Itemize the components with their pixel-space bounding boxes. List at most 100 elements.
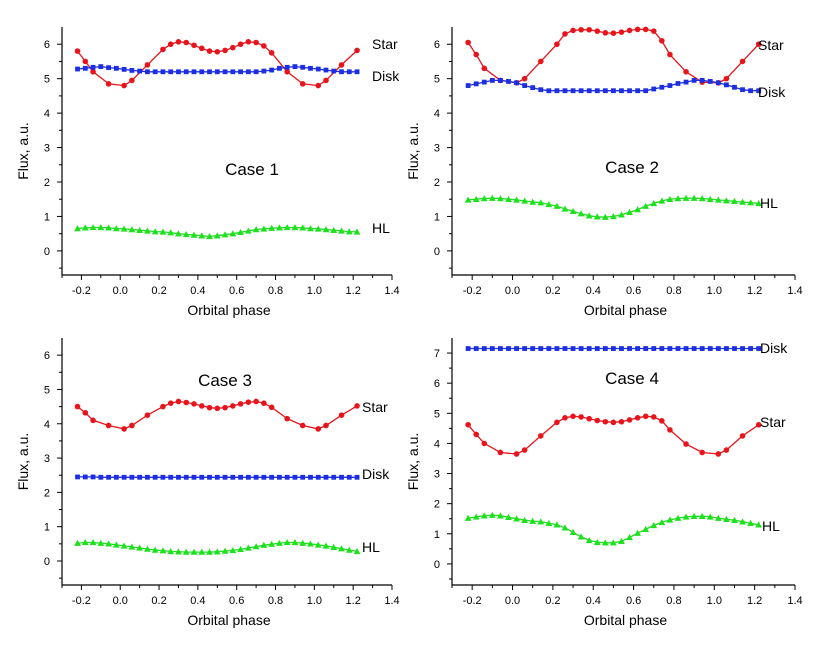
data-point [207, 69, 212, 75]
data-point [546, 88, 552, 94]
data-point [561, 205, 569, 212]
data-point [237, 228, 244, 236]
data-point [159, 228, 167, 235]
y-tick-label: 0 [434, 246, 440, 258]
data-point [521, 516, 529, 523]
data-point [626, 417, 633, 423]
data-point [691, 77, 697, 83]
data-point [585, 212, 593, 219]
data-point [268, 404, 275, 411]
data-point [619, 88, 624, 94]
data-point [488, 511, 496, 518]
data-point [151, 546, 159, 553]
data-point [338, 412, 345, 418]
data-point [299, 539, 307, 546]
data-point [659, 37, 665, 44]
data-point [683, 441, 689, 447]
data-point [167, 400, 174, 406]
data-point [121, 426, 127, 432]
data-point [473, 51, 480, 58]
data-point [222, 404, 228, 411]
data-point [593, 213, 601, 220]
data-point [261, 400, 267, 406]
data-point [74, 403, 81, 410]
data-point [488, 194, 496, 201]
data-point [465, 346, 471, 351]
data-point [198, 403, 205, 409]
x-axis-label: Orbital phase [187, 302, 270, 318]
data-point [176, 69, 181, 75]
data-point [175, 230, 182, 237]
data-point [167, 547, 175, 555]
data-point [650, 199, 658, 207]
data-point [610, 213, 617, 220]
data-point [291, 539, 299, 546]
data-point [755, 521, 763, 528]
data-point [537, 433, 544, 439]
data-point [611, 346, 616, 351]
data-point [481, 440, 488, 447]
data-point [707, 346, 713, 351]
y-tick-label: 1 [44, 522, 50, 534]
data-point [593, 538, 601, 545]
data-point [137, 474, 143, 480]
series-label: Disk [372, 68, 400, 84]
data-point [214, 69, 220, 75]
data-point [323, 474, 329, 480]
data-point [144, 227, 151, 234]
data-point [237, 545, 244, 553]
data-point [121, 474, 127, 480]
x-tick-label: 0.0 [505, 285, 520, 297]
data-point [112, 225, 120, 232]
data-point [546, 346, 552, 351]
data-point [529, 198, 537, 205]
data-point [611, 88, 616, 94]
data-point [136, 544, 144, 551]
data-point [261, 474, 267, 480]
series-label: HL [760, 195, 778, 211]
y-tick-label: 0 [44, 556, 50, 568]
data-point [331, 68, 337, 74]
y-tick-label: 2 [44, 487, 50, 499]
series-label: Disk [760, 340, 788, 356]
x-tick-label: 1.4 [787, 285, 802, 297]
data-point [480, 195, 488, 202]
chart-panel-1: -0.2 0.0 0.2 0.4 0.6 0.8 1.0 1.2 1.4 0 1 2 3 4 5 6 Orbit… [15, 27, 400, 318]
case-label: Case 4 [605, 369, 659, 388]
data-point [473, 81, 479, 87]
data-point [659, 418, 665, 424]
data-point [651, 86, 657, 92]
data-point [307, 225, 314, 232]
data-point [481, 79, 487, 85]
series-line [76, 41, 358, 87]
data-point [602, 418, 609, 425]
y-axis-label: Flux, a.u. [405, 122, 421, 180]
data-point [602, 88, 608, 94]
data-point [643, 88, 649, 94]
series-disk: Disk [465, 77, 786, 100]
series-label: Disk [758, 84, 786, 100]
data-point [183, 399, 190, 406]
data-point [331, 474, 337, 480]
series-label: Star [758, 37, 784, 53]
data-point [230, 44, 236, 51]
data-point [167, 41, 174, 48]
data-point [121, 66, 127, 72]
data-point [699, 449, 705, 456]
data-point [675, 81, 681, 86]
x-tick-label: 0.8 [666, 285, 681, 297]
y-axis-label: Flux, a.u. [15, 433, 31, 491]
data-point [121, 82, 127, 89]
data-point [151, 228, 159, 235]
data-point [260, 541, 268, 548]
x-axis-label: Orbital phase [584, 302, 667, 318]
data-point [354, 474, 360, 480]
data-point [229, 230, 237, 237]
x-tick-label: 0.8 [268, 595, 283, 607]
data-point [635, 346, 641, 351]
data-point [105, 81, 112, 87]
data-point [658, 518, 666, 526]
data-point [619, 346, 624, 351]
data-point [748, 346, 754, 351]
data-point [481, 346, 487, 351]
